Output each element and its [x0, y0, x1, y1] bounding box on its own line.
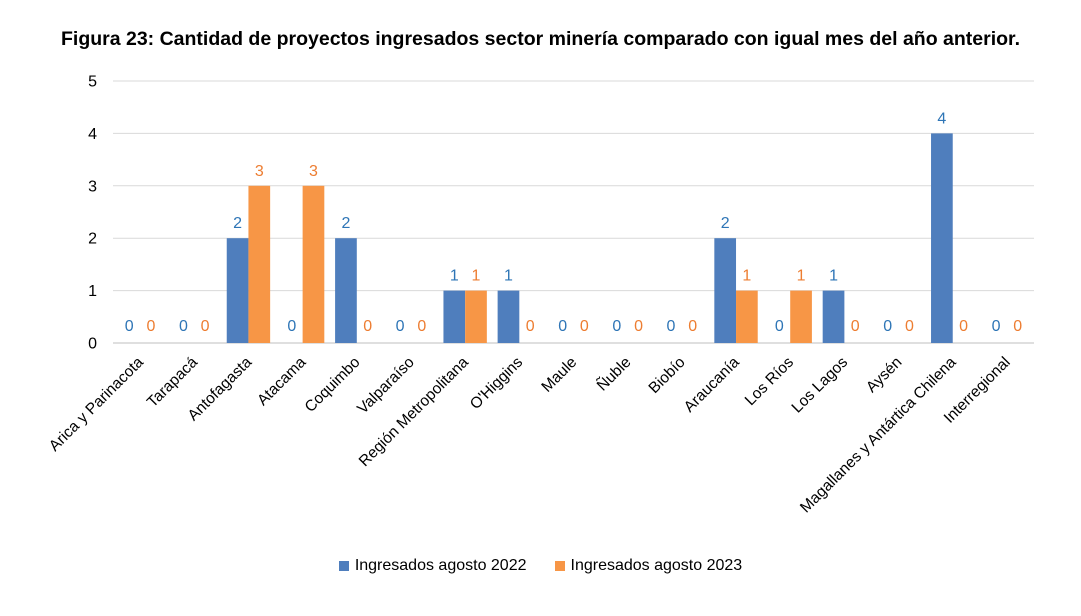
y-tick-label: 0: [88, 336, 97, 353]
data-label-series-2: 0: [201, 318, 210, 335]
data-label-series-2: 0: [959, 318, 968, 335]
x-tick-label: Araucanía: [681, 354, 743, 416]
data-label-series-2: 0: [905, 318, 914, 335]
bar-series-1: [714, 238, 737, 343]
x-tick-label: Aysén: [863, 354, 905, 396]
bar-series-1: [822, 290, 845, 343]
bar-series-2: [302, 185, 325, 343]
bar-series-1: [335, 238, 357, 343]
data-label-series-1: 1: [829, 268, 838, 285]
legend-item-series-1: Ingresados agosto 2022: [338, 557, 527, 575]
data-label-series-2: 1: [472, 268, 481, 285]
data-label-series-1: 0: [287, 318, 296, 335]
bars: [226, 133, 953, 343]
data-label-series-1: 2: [233, 215, 242, 232]
data-label-series-1: 1: [450, 268, 459, 285]
chart-title: Figura 23: Cantidad de proyectos ingresa…: [60, 28, 1020, 50]
data-label-series-1: 4: [937, 110, 946, 127]
data-label-series-2: 3: [255, 163, 264, 180]
data-label-series-2: 0: [688, 318, 697, 335]
data-label-series-2: 0: [417, 318, 426, 335]
data-label-series-1: 0: [775, 318, 784, 335]
y-axis-ticks: 0 1 2 3 4 5: [88, 74, 97, 353]
data-label-series-2: 0: [146, 318, 155, 335]
bar-series-2: [248, 185, 271, 343]
legend-swatch-series-1: [338, 561, 349, 571]
y-tick-label: 1: [88, 283, 97, 300]
data-label-series-1: 0: [179, 318, 188, 335]
y-tick-label: 2: [88, 231, 97, 248]
data-label-series-1: 0: [883, 318, 892, 335]
bar-series-1: [226, 238, 249, 343]
x-tick-label: Maule: [538, 354, 580, 396]
bar-series-2: [736, 290, 758, 343]
legend-swatch-series-2: [554, 561, 565, 571]
data-label-series-1: 0: [612, 318, 621, 335]
bar-series-2: [790, 290, 812, 343]
bar-series-1: [443, 290, 466, 343]
bar-series-1: [497, 290, 520, 343]
data-label-series-1: 0: [396, 318, 405, 335]
data-label-series-1: 0: [992, 318, 1001, 335]
data-label-series-1: 0: [667, 318, 676, 335]
y-tick-label: 3: [88, 178, 97, 195]
data-label-series-2: 0: [1013, 318, 1022, 335]
data-label-series-1: 2: [341, 215, 350, 232]
bar-series-2: [465, 290, 487, 343]
data-label-series-1: 0: [558, 318, 567, 335]
data-label-series-2: 0: [363, 318, 372, 335]
data-label-series-1: 0: [125, 318, 134, 335]
data-label-series-2: 1: [742, 268, 751, 285]
legend-label-series-1: Ingresados agosto 2022: [354, 557, 527, 574]
data-label-series-2: 0: [526, 318, 535, 335]
x-tick-label: Atacama: [254, 354, 310, 410]
x-tick-label: Los Lagos: [789, 354, 852, 417]
x-tick-label: Región Metropolitana: [356, 354, 472, 470]
x-tick-label: O'Higgins: [467, 354, 526, 413]
gridlines: [113, 80, 1034, 344]
data-label-series-2: 0: [851, 318, 860, 335]
legend: Ingresados agosto 2022 Ingresados agosto…: [0, 557, 1081, 575]
bar-series-1: [931, 133, 953, 343]
data-label-series-2: 0: [580, 318, 589, 335]
data-label-series-2: 1: [797, 268, 806, 285]
x-tick-label: Tarapacá: [144, 354, 201, 411]
data-label-series-2: 0: [634, 318, 643, 335]
x-tick-label: Arica y Parinacota: [46, 354, 147, 455]
legend-label-series-2: Ingresados agosto 2023: [570, 557, 743, 574]
x-tick-label: Los Ríos: [742, 354, 797, 409]
legend-item-series-2: Ingresados agosto 2023: [554, 557, 743, 575]
data-label-series-1: 1: [504, 268, 513, 285]
y-tick-label: 4: [88, 126, 97, 143]
y-tick-label: 5: [88, 74, 97, 91]
x-axis-ticks: Arica y ParinacotaTarapacáAntofagastaAta…: [46, 354, 1014, 517]
data-label-series-1: 2: [721, 215, 730, 232]
x-tick-label: Biobío: [646, 354, 689, 397]
data-label-series-2: 3: [309, 163, 318, 180]
x-tick-label: Ñuble: [594, 354, 635, 395]
